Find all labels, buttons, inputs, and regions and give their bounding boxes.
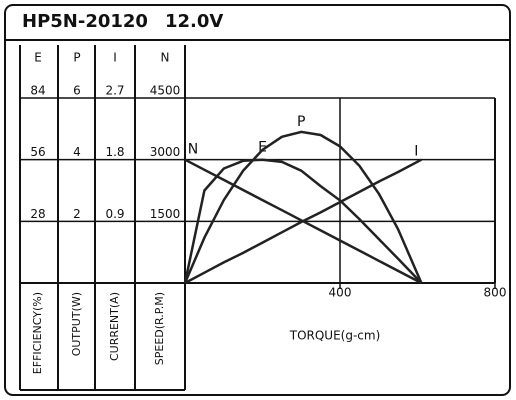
y-tick-label: 3000 (150, 145, 181, 159)
x-tick-label: 400 (329, 286, 352, 300)
y-tick-label: 2.7 (105, 84, 124, 98)
y-tick-label: 28 (30, 207, 45, 221)
y-tick-label: 4 (73, 145, 81, 159)
outer-border (4, 4, 511, 396)
series-label: N (188, 142, 198, 158)
axis-name: E (34, 51, 42, 65)
y-tick-label: 1500 (150, 207, 181, 221)
axis-name: I (113, 51, 117, 65)
series-line (184, 158, 422, 285)
chart-subtitle: 12.0V (165, 11, 223, 32)
y-tick-label: 0.9 (105, 207, 124, 221)
series-label: P (297, 114, 305, 130)
y-tick-label: 56 (30, 145, 45, 159)
series-line (183, 130, 423, 284)
x-tick-label: 800 (484, 286, 507, 300)
y-tick-label: 84 (30, 84, 45, 98)
series-line (184, 158, 422, 285)
y-tick-label: 4500 (150, 84, 181, 98)
chart-title: HP5N-20120 (22, 11, 148, 32)
axis-label: EFFICIENCY(%) (31, 292, 44, 374)
axis-name: P (73, 51, 80, 65)
axis-name: N (161, 51, 170, 65)
axis-label: SPEED(R.P.M) (153, 292, 166, 365)
series-label: E (258, 140, 267, 156)
y-tick-label: 2 (73, 207, 81, 221)
axis-label: OUTPUT(W) (70, 292, 83, 356)
x-axis-label: TORQUE(g-cm) (289, 329, 381, 343)
series-line (183, 158, 423, 284)
y-tick-label: 6 (73, 84, 81, 98)
axis-label: CURRENT(A) (108, 292, 121, 361)
y-tick-label: 1.8 (105, 145, 124, 159)
series-label: I (414, 144, 418, 160)
